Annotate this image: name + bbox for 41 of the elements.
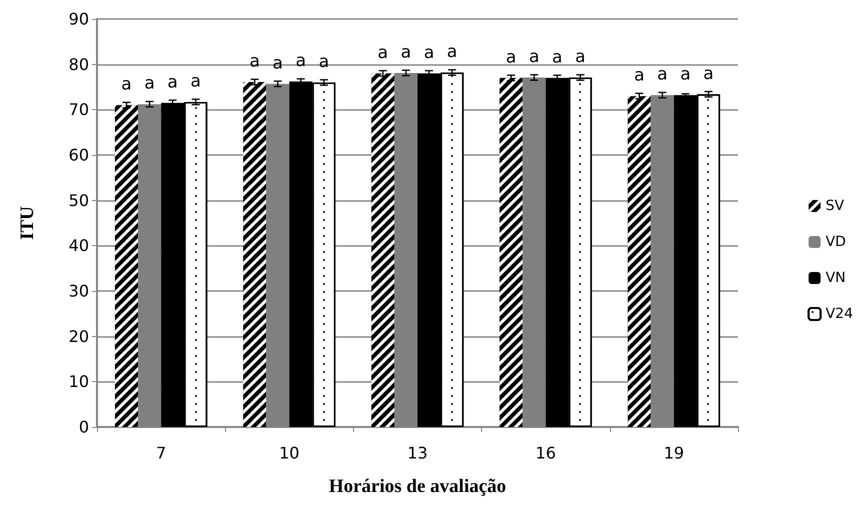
data-label: a bbox=[249, 52, 260, 72]
data-label: a bbox=[121, 74, 132, 95]
data-label: a bbox=[318, 52, 330, 72]
x-tick-label: 13 bbox=[407, 444, 428, 462]
y-tick-label: 10 bbox=[68, 372, 89, 392]
x-tick-label: 16 bbox=[536, 444, 556, 462]
data-label: a bbox=[575, 46, 586, 67]
y-tick-label: 90 bbox=[68, 10, 89, 28]
y-axis-title: ITU bbox=[17, 206, 38, 240]
y-tick-label: 80 bbox=[68, 54, 89, 74]
data-label: a bbox=[144, 74, 155, 94]
y-tick-label: 60 bbox=[68, 146, 89, 164]
y-tick-label: 70 bbox=[68, 100, 89, 120]
legend-label: VD bbox=[826, 234, 846, 250]
data-label: a bbox=[506, 47, 516, 68]
data-label: a bbox=[167, 72, 178, 92]
data-label: a bbox=[272, 53, 283, 74]
data-label: a bbox=[190, 71, 201, 92]
legend-label: VN bbox=[826, 270, 846, 286]
x-tick-label: 19 bbox=[664, 444, 684, 462]
y-tick-label: 0 bbox=[78, 418, 89, 436]
x-axis-title: Horários de avaliação bbox=[328, 476, 506, 497]
y-tick-label: 50 bbox=[68, 190, 89, 210]
x-tick-label: 10 bbox=[279, 444, 300, 462]
legend-label: SV bbox=[826, 198, 844, 214]
legend-label: V24 bbox=[826, 306, 854, 322]
data-label: a bbox=[424, 42, 434, 63]
data-label: a bbox=[680, 64, 691, 85]
data-label: a bbox=[400, 42, 412, 62]
data-label: a bbox=[657, 64, 668, 85]
data-label: a bbox=[552, 47, 562, 68]
data-label: a bbox=[296, 51, 306, 72]
y-tick-label: 30 bbox=[68, 282, 89, 300]
data-label: a bbox=[703, 64, 714, 84]
data-label: a bbox=[528, 46, 540, 67]
data-label: a bbox=[378, 42, 388, 63]
y-tick-label: 20 bbox=[68, 326, 89, 346]
data-label: a bbox=[446, 42, 458, 62]
y-tick-label: 40 bbox=[68, 236, 89, 256]
x-tick-label: 7 bbox=[156, 444, 166, 462]
data-label: a bbox=[634, 66, 644, 86]
